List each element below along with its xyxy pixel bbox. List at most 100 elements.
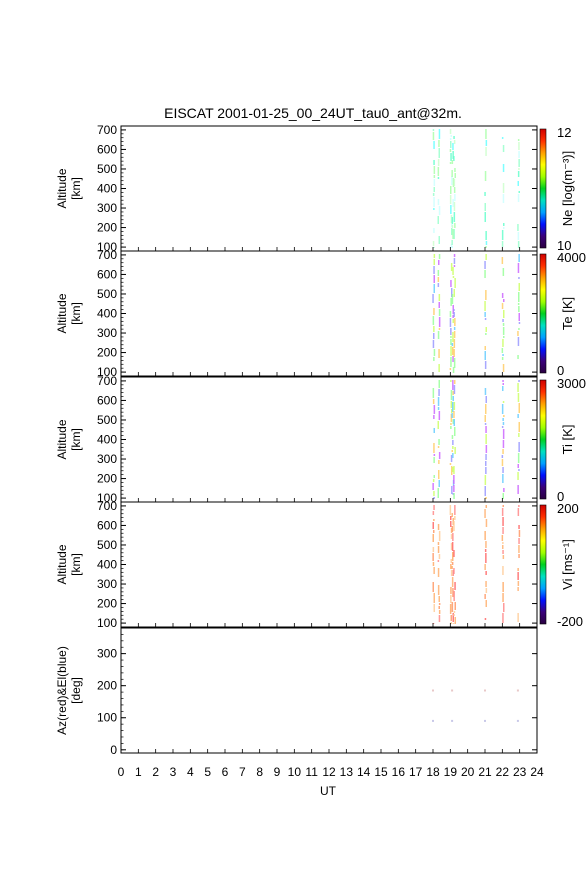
y-tick-label: 100	[97, 616, 117, 630]
data-cell	[484, 171, 487, 181]
data-column	[484, 505, 488, 620]
data-cell	[453, 309, 455, 311]
data-cell	[485, 588, 488, 593]
data-cell	[453, 591, 455, 601]
data-cell	[454, 173, 456, 178]
y-axis-label-line: [km]	[69, 553, 83, 576]
data-cell	[450, 244, 453, 248]
data-column	[437, 524, 441, 622]
data-cell	[433, 415, 435, 419]
data-cell	[450, 423, 452, 425]
data-cell	[517, 508, 520, 516]
data-cell	[451, 566, 453, 569]
data-cell	[451, 160, 454, 164]
data-cell	[501, 508, 504, 516]
data-cell	[484, 423, 487, 425]
data-cell	[438, 140, 440, 147]
data-cell	[438, 380, 440, 388]
data-cell	[433, 593, 435, 603]
data-cell	[438, 148, 440, 158]
y-axis-label-line: Altitude	[55, 293, 69, 333]
data-cell	[449, 129, 452, 134]
data-cell	[450, 615, 452, 621]
data-cell	[433, 505, 435, 510]
data-cell	[518, 142, 520, 150]
data-cell	[438, 254, 441, 259]
data-cell	[433, 141, 435, 149]
y-tick-label: 200	[97, 679, 117, 693]
data-cell	[484, 270, 486, 278]
data-cell	[502, 449, 504, 454]
data-cell	[450, 263, 453, 271]
data-cell	[453, 202, 456, 211]
colorbar	[539, 504, 547, 625]
y-tick-label: 300	[97, 452, 117, 466]
data-cell	[502, 354, 504, 356]
data-cell	[502, 582, 504, 592]
data-cell	[502, 364, 505, 372]
data-cell	[449, 505, 452, 515]
y-tick-label: 600	[97, 393, 117, 407]
data-cell	[517, 453, 520, 463]
data-cell	[484, 192, 486, 196]
data-cell	[438, 302, 440, 308]
data-column	[484, 254, 487, 369]
data-cell	[450, 564, 452, 569]
data-cell	[433, 259, 435, 265]
data-cell	[453, 327, 456, 330]
data-cell	[518, 306, 520, 312]
data-cell	[485, 246, 487, 248]
data-cell	[432, 340, 435, 348]
data-cell	[502, 542, 504, 544]
data-cell	[433, 197, 435, 207]
colorbar-max-label: 4000	[557, 250, 586, 265]
data-cell	[453, 402, 456, 410]
data-cell	[449, 138, 452, 140]
data-cell	[449, 318, 452, 327]
data-cell	[503, 336, 505, 338]
x-tick-label: 12	[322, 765, 336, 779]
x-tick-label: 16	[392, 765, 406, 779]
data-cell	[502, 566, 504, 575]
data-cell	[484, 486, 486, 496]
data-cell	[485, 404, 487, 414]
panel-3: 100 200 300 400 500 600 700 Altitude[km] 3000 0 Ti…	[55, 374, 586, 505]
data-cell	[452, 453, 454, 458]
data-cell	[517, 232, 520, 240]
data-cell	[453, 493, 455, 499]
data-cell	[453, 485, 455, 492]
data-cell	[451, 413, 453, 418]
data-cell	[450, 390, 453, 400]
data-cell	[453, 349, 455, 357]
colorbar-label: Ne [log(m⁻³)]	[560, 151, 575, 226]
data-cell	[432, 483, 434, 490]
data-cell	[484, 346, 486, 350]
data-cell	[484, 203, 486, 211]
data-cell	[518, 422, 520, 432]
colorbar-max-label: 12	[557, 125, 571, 140]
data-cell	[502, 527, 504, 534]
data-column	[451, 143, 455, 248]
data-cell	[502, 422, 505, 425]
data-cell	[450, 186, 452, 194]
data-cell	[453, 521, 455, 531]
x-tick-label: 3	[170, 765, 177, 779]
data-cell	[452, 276, 455, 278]
y-tick-label: 100	[97, 711, 117, 725]
data-cell	[451, 577, 454, 587]
data-cell	[502, 383, 504, 385]
data-cell	[501, 137, 504, 139]
y-tick-label: 100	[97, 240, 117, 254]
data-cell	[433, 175, 436, 178]
data-cell	[454, 617, 456, 624]
data-cell	[485, 445, 488, 453]
data-cell	[438, 610, 441, 614]
data-cell	[451, 288, 453, 297]
y-axis-label-line: Altitude	[55, 419, 69, 459]
data-cell	[452, 440, 454, 445]
x-tick-label: 6	[222, 765, 229, 779]
data-cell	[438, 531, 441, 541]
y-tick-label: 700	[97, 248, 117, 262]
y-axis-label-line: [km]	[69, 428, 83, 451]
data-cell	[502, 339, 504, 347]
